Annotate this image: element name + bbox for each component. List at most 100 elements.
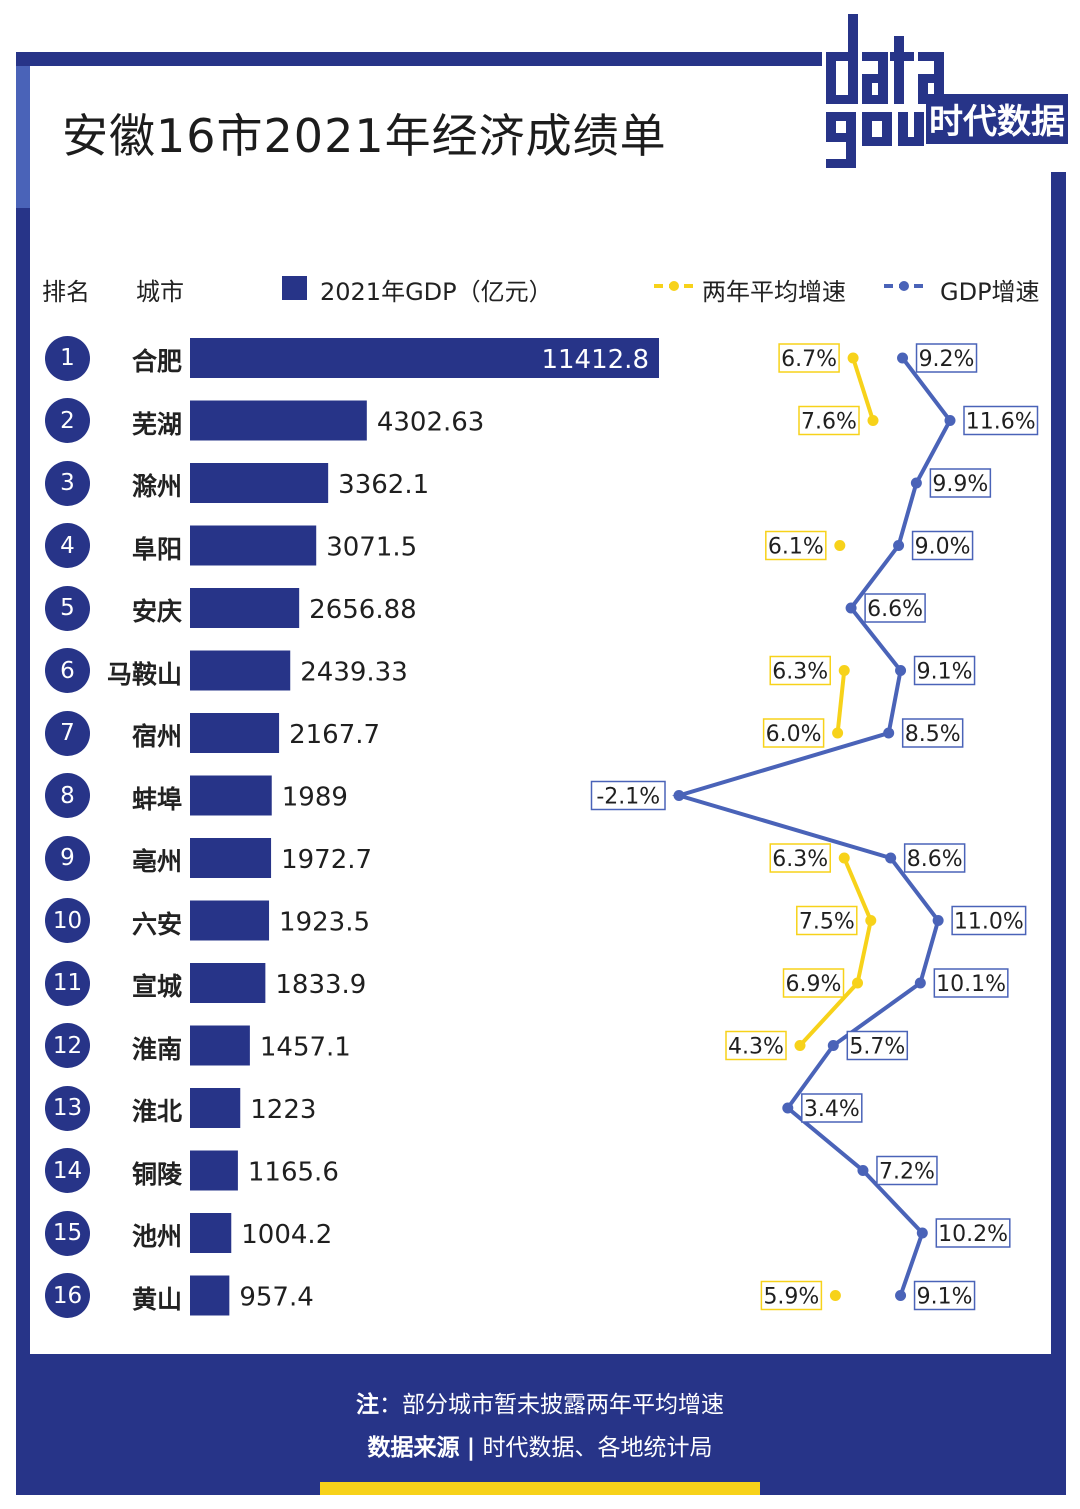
growth-point: [895, 1290, 907, 1301]
rank-badge: 1: [45, 335, 90, 381]
avg-value-label-box: [778, 343, 840, 373]
growth-value-label: 7.2%: [879, 1160, 935, 1185]
city-label: 阜阳: [131, 534, 182, 564]
gdp-value-label: 1223: [250, 1095, 316, 1125]
footer-note-label: 注: [356, 1392, 379, 1418]
gdp-bar: [190, 713, 280, 753]
growth-value-label: 8.5%: [905, 722, 961, 747]
growth-point: [827, 1040, 839, 1051]
rank-badge: 8: [45, 773, 90, 818]
gdp-value-label: 1457.1: [260, 1033, 351, 1063]
bottom-accent-line: [320, 1482, 760, 1495]
gdp-value-label: 1165.6: [248, 1158, 339, 1188]
left-accent-bar: [16, 66, 30, 208]
rank-badge: 13: [45, 1085, 90, 1131]
growth-value-label: 10.1%: [936, 972, 1006, 997]
avg-point: [829, 1290, 841, 1301]
avg-point: [847, 352, 859, 364]
city-label: 池州: [131, 1222, 182, 1251]
legend-swatch-gdp: [282, 276, 307, 300]
city-label: 淮北: [131, 1097, 182, 1126]
growth-value-label-box: [913, 655, 976, 686]
growth-value-label: 10.2%: [938, 1222, 1008, 1247]
avg-value-label-box: [725, 1030, 787, 1061]
legend-swatch-avg: [654, 281, 694, 291]
avg-point: [852, 977, 864, 989]
growth-line: [671, 356, 953, 1297]
avg-value-label: 6.9%: [786, 972, 842, 997]
city-label: 六安: [131, 909, 182, 939]
avg-value-label-box: [782, 968, 845, 998]
city-label: 亳州: [131, 847, 182, 876]
avg-value-label-box: [769, 655, 831, 686]
rank-badge: 4: [45, 523, 90, 568]
rank-badge: 7: [45, 710, 90, 756]
footer-note-text: ：部分城市暂未披露两年平均增速: [379, 1392, 724, 1418]
gdp-bar: [190, 963, 266, 1003]
growth-point: [897, 352, 909, 364]
growth-value-label-box: [801, 1093, 863, 1123]
avg-point: [832, 727, 844, 739]
avg-value-label: 6.7%: [781, 347, 837, 372]
avg-value-label-box: [762, 718, 825, 748]
avg-value-label-box: [765, 530, 827, 561]
avg-point: [838, 852, 850, 864]
growth-point: [893, 540, 905, 551]
gdp-value-label: 3071.5: [326, 533, 417, 563]
avg-value-label-box: [769, 843, 831, 873]
growth-point: [857, 1165, 869, 1176]
city-label: 宣城: [131, 972, 182, 1001]
city-label: 黄山: [131, 1284, 182, 1314]
gdp-value-label: 2439.33: [300, 658, 408, 688]
growth-value-label-box: [864, 593, 926, 623]
avg-value-label: 7.5%: [799, 910, 855, 935]
rank-badge: 5: [45, 585, 90, 631]
content-card: [30, 66, 1051, 1354]
city-label: 芜湖: [131, 409, 182, 439]
avg-value-label: 5.9%: [763, 1285, 819, 1310]
footer-source-text: 时代数据、各地统计局: [482, 1435, 713, 1461]
gdp-value-label: 4302.63: [377, 408, 485, 438]
rank-badge: 15: [45, 1210, 90, 1256]
gdp-value-label: 1989: [282, 783, 348, 813]
gdp-value-label: 1004.2: [241, 1220, 332, 1250]
growth-value-label-box: [951, 905, 1027, 936]
rank-badge: 3: [45, 460, 90, 506]
avg-value-label-box: [798, 405, 860, 436]
legend-growth-label: GDP增速: [940, 278, 1040, 306]
city-label: 蚌埠: [131, 784, 182, 814]
avg-line: [851, 357, 875, 422]
header-rank: 排名: [42, 278, 90, 306]
city-label: 滁州: [131, 472, 182, 501]
gdp-bar: [190, 525, 317, 566]
gdp-value-label: 2167.7: [289, 720, 380, 750]
growth-value-label-box: [915, 343, 978, 373]
avg-point: [867, 415, 879, 426]
growth-value-label: 8.6%: [907, 847, 963, 872]
avg-point: [794, 1040, 806, 1051]
rank-badge: 6: [45, 648, 90, 693]
gdp-bar: [190, 1150, 238, 1191]
growth-value-label-box: [935, 1218, 1011, 1248]
growth-value-label-box: [590, 780, 666, 811]
city-label: 合肥: [131, 347, 182, 376]
gdp-value-label: 11412.8: [541, 345, 649, 375]
avg-value-label: 4.3%: [728, 1035, 784, 1060]
page-title: 安徽16市2021年经济成绩单: [62, 109, 667, 163]
logo-brand-text: 时代数据: [929, 102, 1065, 142]
avg-value-label: 6.3%: [772, 847, 828, 872]
gdp-bar: [190, 900, 270, 941]
gdp-value-label: 1972.7: [281, 845, 372, 875]
gdp-bar: [190, 463, 329, 503]
gdp-bar: [190, 400, 367, 441]
avg-value-label-box: [760, 1280, 823, 1311]
city-label: 安庆: [131, 597, 182, 626]
header-city: 城市: [136, 278, 184, 306]
rank-badge: 11: [45, 960, 90, 1006]
growth-value-label-box: [903, 843, 966, 873]
growth-value-label: 11.0%: [954, 910, 1024, 935]
legend-gdp-label: 2021年GDP（亿元）: [320, 278, 553, 306]
growth-point: [914, 977, 926, 989]
growth-point: [944, 415, 956, 426]
